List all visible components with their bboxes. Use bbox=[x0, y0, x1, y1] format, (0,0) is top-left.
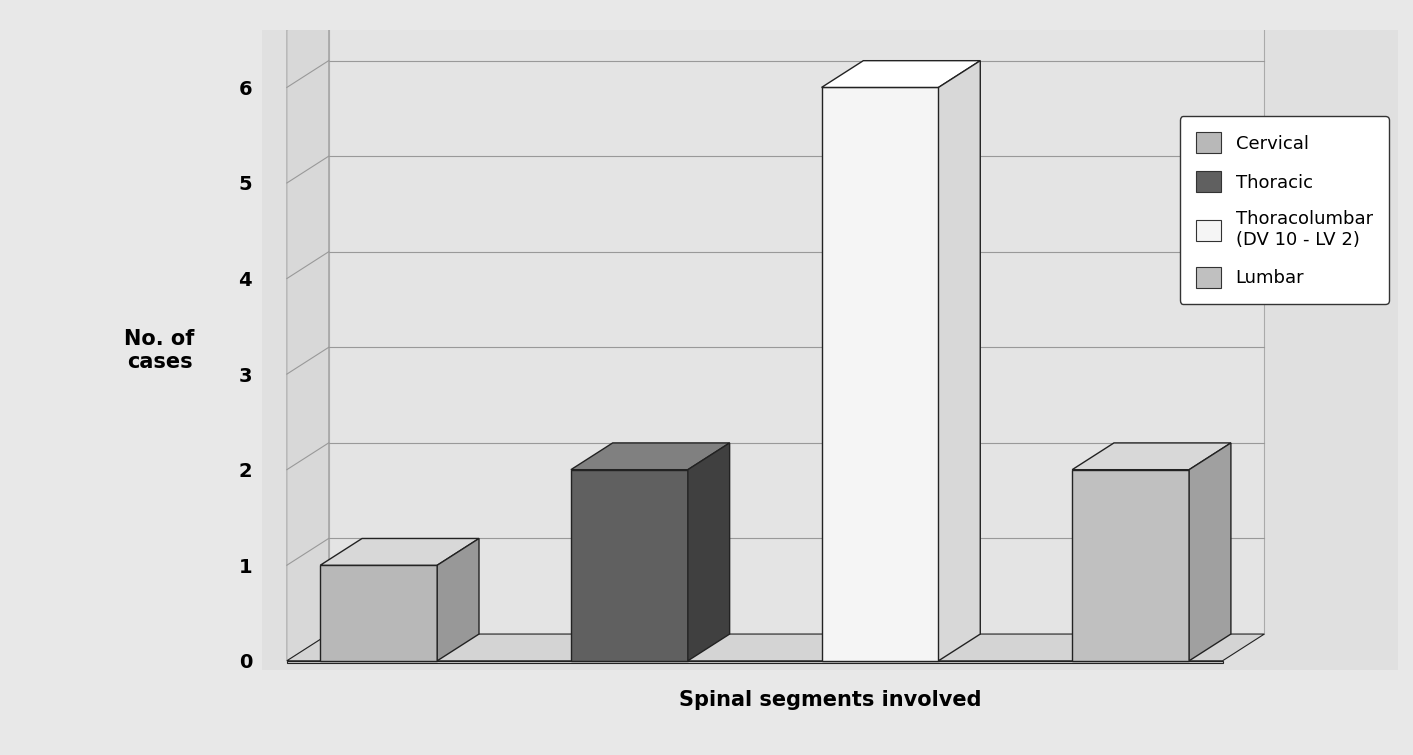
Polygon shape bbox=[1072, 443, 1231, 470]
Polygon shape bbox=[287, 3, 329, 661]
Polygon shape bbox=[1190, 443, 1231, 661]
Polygon shape bbox=[821, 88, 938, 661]
Text: No. of
cases: No. of cases bbox=[124, 328, 195, 371]
X-axis label: Spinal segments involved: Spinal segments involved bbox=[678, 690, 981, 710]
Polygon shape bbox=[571, 470, 688, 661]
Legend: Cervical, Thoracic, Thoracolumbar
(DV 10 - LV 2), Lumbar: Cervical, Thoracic, Thoracolumbar (DV 10… bbox=[1180, 116, 1389, 304]
Polygon shape bbox=[287, 661, 1222, 663]
Polygon shape bbox=[1072, 470, 1190, 661]
Polygon shape bbox=[321, 538, 479, 565]
Polygon shape bbox=[821, 60, 981, 88]
Polygon shape bbox=[329, 3, 1265, 634]
Polygon shape bbox=[287, 634, 1265, 661]
Polygon shape bbox=[688, 443, 729, 661]
Polygon shape bbox=[571, 443, 729, 470]
Polygon shape bbox=[437, 538, 479, 661]
Polygon shape bbox=[938, 60, 981, 661]
Polygon shape bbox=[321, 565, 437, 661]
